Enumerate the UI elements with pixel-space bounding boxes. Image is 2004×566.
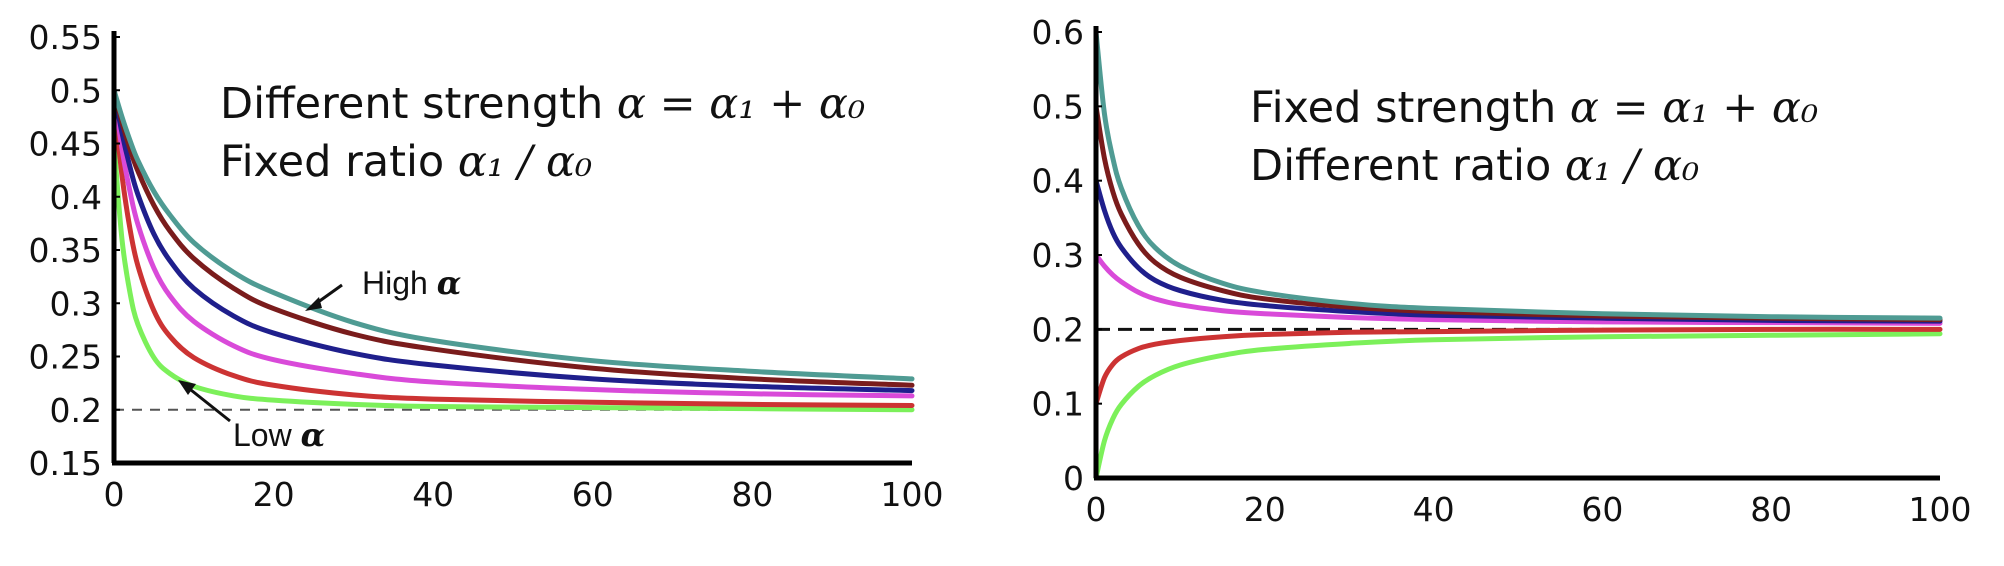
right-series-line-1 [1093,29,1943,321]
right-series-line-4 [1093,252,1943,326]
right-series-line-6 [1093,331,1943,481]
right-y-tick-label: 0 [1063,459,1084,498]
left-x-tick-label: 40 [412,475,454,514]
left-annotation-line-2: Fixed ratio α₁ / α₀ [220,137,592,187]
left-y-tick-label: 0.25 [29,338,102,377]
high-alpha-arrow [305,283,343,311]
left-chart-x-tick-labels: 0 20 40 60 80 100 [104,475,944,514]
left-x-tick-label: 0 [104,475,125,514]
right-annotation-line-1: Fixed strength α = α₁ + α₀ [1250,83,1818,133]
left-series-line-5 [111,98,915,408]
left-y-tick-label: 0.4 [50,178,102,217]
right-chart-x-tick-labels: 0 20 40 60 80 100 [1086,490,1972,529]
right-x-tick-label: 60 [1581,490,1623,529]
right-x-tick-label: 0 [1086,490,1107,529]
low-alpha-arrow [178,380,231,423]
right-y-tick-label: 0.1 [1032,385,1084,424]
right-series-line-3 [1093,178,1943,324]
right-y-tick-label: 0.5 [1032,87,1084,126]
left-series-line-6 [111,141,915,413]
right-y-tick-label: 0.6 [1032,13,1084,52]
left-series-line-2 [111,87,915,388]
left-x-tick-label: 20 [253,475,295,514]
left-series-line-4 [111,87,915,399]
left-y-tick-label: 0.2 [50,391,102,430]
right-chart: 0 0.1 0.2 0.3 0.4 0.5 0.6 0 20 40 60 80 100 Fixed s… [1032,13,1972,529]
left-x-tick-label: 80 [731,475,773,514]
left-x-tick-label: 60 [572,475,614,514]
right-x-tick-label: 20 [1244,490,1286,529]
left-series-line-1 [111,87,915,382]
right-y-tick-label: 0.4 [1032,162,1084,201]
left-chart-axes [111,31,912,466]
right-series-line-5 [1093,326,1943,407]
left-y-tick-label: 0.45 [29,125,102,164]
right-chart-y-tick-labels: 0 0.1 0.2 0.3 0.4 0.5 0.6 [1032,13,1084,498]
left-y-tick-label: 0.3 [50,284,102,323]
left-chart: 0.15 0.2 0.25 0.3 0.35 0.4 0.45 0.5 0.55 0 20 40 60… [29,18,944,514]
left-y-tick-label: 0.15 [29,444,102,483]
left-annotation-line-1: Different strength α = α₁ + α₀ [220,79,865,129]
right-y-tick-label: 0.2 [1032,310,1084,349]
left-chart-series-group [111,87,915,413]
right-chart-axes [1093,26,1940,481]
right-y-tick-label: 0.3 [1032,236,1084,275]
right-chart-series-group [1093,29,1943,481]
right-x-tick-label: 100 [1909,490,1972,529]
right-annotation-line-2: Different ratio α₁ / α₀ [1250,141,1699,191]
left-x-tick-label: 100 [881,475,944,514]
left-y-tick-label: 0.35 [29,231,102,270]
low-alpha-label: Low α [233,416,325,454]
right-x-tick-label: 40 [1413,490,1455,529]
left-chart-y-tick-labels: 0.15 0.2 0.25 0.3 0.35 0.4 0.45 0.5 0.55 [29,18,102,483]
right-x-tick-label: 80 [1750,490,1792,529]
right-series-line-2 [1093,103,1943,323]
left-series-line-3 [111,87,915,394]
high-alpha-label: High α [362,264,461,302]
left-y-tick-label: 0.55 [29,18,102,57]
left-y-tick-label: 0.5 [50,71,102,110]
